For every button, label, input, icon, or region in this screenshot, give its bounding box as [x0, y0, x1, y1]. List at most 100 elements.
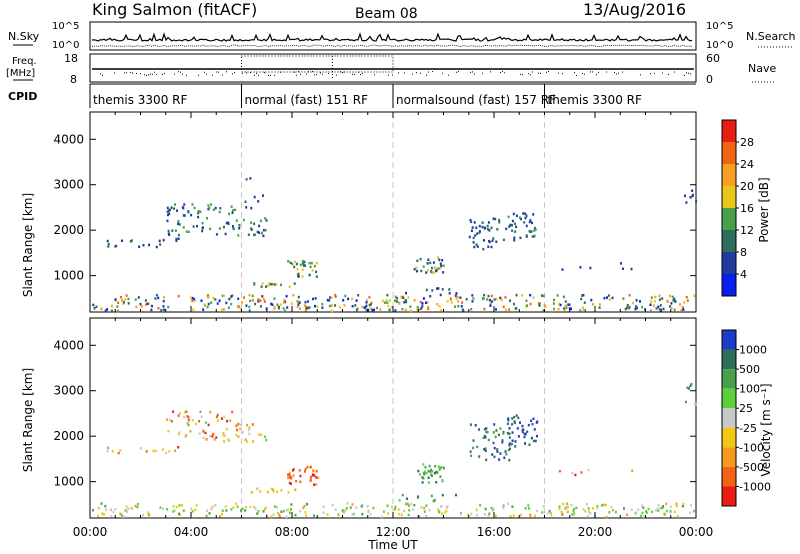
- data-cell: [500, 298, 503, 301]
- cpid-segments: themis 3300 RF normal (fast) 151 RF normal…: [89, 84, 642, 108]
- nave-dot: [270, 74, 271, 76]
- data-cell: [580, 471, 583, 474]
- data-cell: [628, 305, 631, 309]
- data-cell: [288, 475, 291, 478]
- data-cell: [560, 510, 563, 514]
- data-cell: [484, 447, 487, 450]
- data-cell: [657, 509, 660, 512]
- data-cell: [525, 299, 528, 302]
- data-cell: [423, 473, 426, 476]
- data-cell: [178, 223, 181, 226]
- data-cell: [270, 515, 273, 519]
- data-cell: [502, 305, 505, 309]
- velocity-colorbar-swatch: [722, 447, 736, 467]
- data-cell: [506, 422, 509, 425]
- nave-dot: [690, 73, 691, 75]
- data-cell: [168, 233, 171, 236]
- data-cell: [524, 216, 527, 220]
- data-cell: [524, 212, 527, 216]
- data-cell: [248, 432, 251, 436]
- data-cell: [293, 265, 296, 269]
- data-cell: [571, 513, 574, 516]
- data-cell: [491, 300, 494, 303]
- nsearch-tick-bottom: 10^0: [706, 40, 733, 51]
- data-cell: [496, 448, 499, 451]
- data-cell: [191, 510, 194, 513]
- data-cell: [328, 304, 331, 308]
- data-cell: [245, 304, 248, 307]
- data-cell: [101, 512, 104, 515]
- velocity-colorbar-tick-label: -500: [739, 461, 764, 474]
- data-cell: [401, 493, 404, 497]
- data-cell: [315, 270, 318, 274]
- nave-dot: [532, 71, 533, 73]
- data-cell: [531, 235, 534, 238]
- data-cell: [680, 309, 683, 312]
- power-colorbar-swatch: [722, 208, 736, 230]
- data-cell: [297, 295, 300, 299]
- data-cell: [432, 499, 435, 503]
- data-cell: [184, 411, 187, 414]
- nave-dot: [592, 71, 593, 73]
- data-cell: [194, 422, 197, 426]
- data-cell: [532, 417, 535, 420]
- data-cell: [204, 431, 207, 435]
- data-cell: [167, 209, 170, 212]
- data-cell: [635, 511, 638, 514]
- data-cell: [496, 228, 499, 231]
- data-cell: [200, 415, 203, 418]
- freq-unit-label: [MHz]: [6, 68, 35, 79]
- data-cell: [603, 296, 606, 300]
- data-cell: [420, 307, 423, 310]
- power-colorbar-tick-label: 24: [740, 158, 754, 171]
- data-cell: [155, 245, 158, 249]
- data-cell: [659, 304, 662, 307]
- data-cell: [107, 245, 110, 248]
- nave-dot: [404, 72, 405, 74]
- data-cell: [683, 301, 686, 304]
- data-cell: [312, 297, 314, 301]
- data-cell: [243, 296, 246, 299]
- data-cell: [672, 299, 675, 302]
- data-cell: [681, 505, 684, 508]
- data-cell: [248, 426, 251, 429]
- nave-dot: [332, 71, 333, 73]
- velocity-data-cells: [92, 382, 698, 519]
- data-cell: [684, 400, 687, 404]
- data-cell: [315, 476, 318, 479]
- data-cell: [490, 294, 493, 298]
- data-cell: [238, 224, 241, 227]
- data-cell: [439, 475, 442, 478]
- data-cell: [285, 509, 288, 512]
- data-cell: [589, 266, 592, 270]
- data-cell: [202, 308, 205, 311]
- data-cell: [254, 302, 257, 306]
- data-cell: [117, 309, 119, 313]
- data-cell: [483, 293, 486, 297]
- data-cell: [142, 513, 144, 517]
- data-cell: [140, 305, 143, 308]
- velocity-x-ticks: [89, 318, 697, 518]
- power-colorbar-tick-label: 20: [740, 180, 754, 193]
- data-cell: [571, 472, 574, 475]
- data-cell: [259, 299, 262, 302]
- data-cell: [167, 305, 170, 309]
- data-cell: [302, 506, 305, 510]
- data-cell: [242, 218, 245, 222]
- data-cell: [126, 510, 129, 513]
- data-cell: [391, 305, 394, 309]
- data-cell: [144, 299, 147, 302]
- data-cell: [286, 306, 289, 309]
- nave-dot: [144, 74, 145, 76]
- data-cell: [207, 302, 210, 306]
- data-cell: [104, 309, 107, 312]
- data-cell: [526, 430, 529, 433]
- data-cell: [110, 508, 112, 511]
- data-cell: [511, 219, 514, 223]
- data-cell: [197, 211, 200, 215]
- data-cell: [529, 515, 532, 518]
- data-cell: [662, 307, 665, 311]
- power-colorbar-swatch: [722, 252, 736, 274]
- data-cell: [227, 438, 230, 441]
- data-cell: [495, 308, 497, 311]
